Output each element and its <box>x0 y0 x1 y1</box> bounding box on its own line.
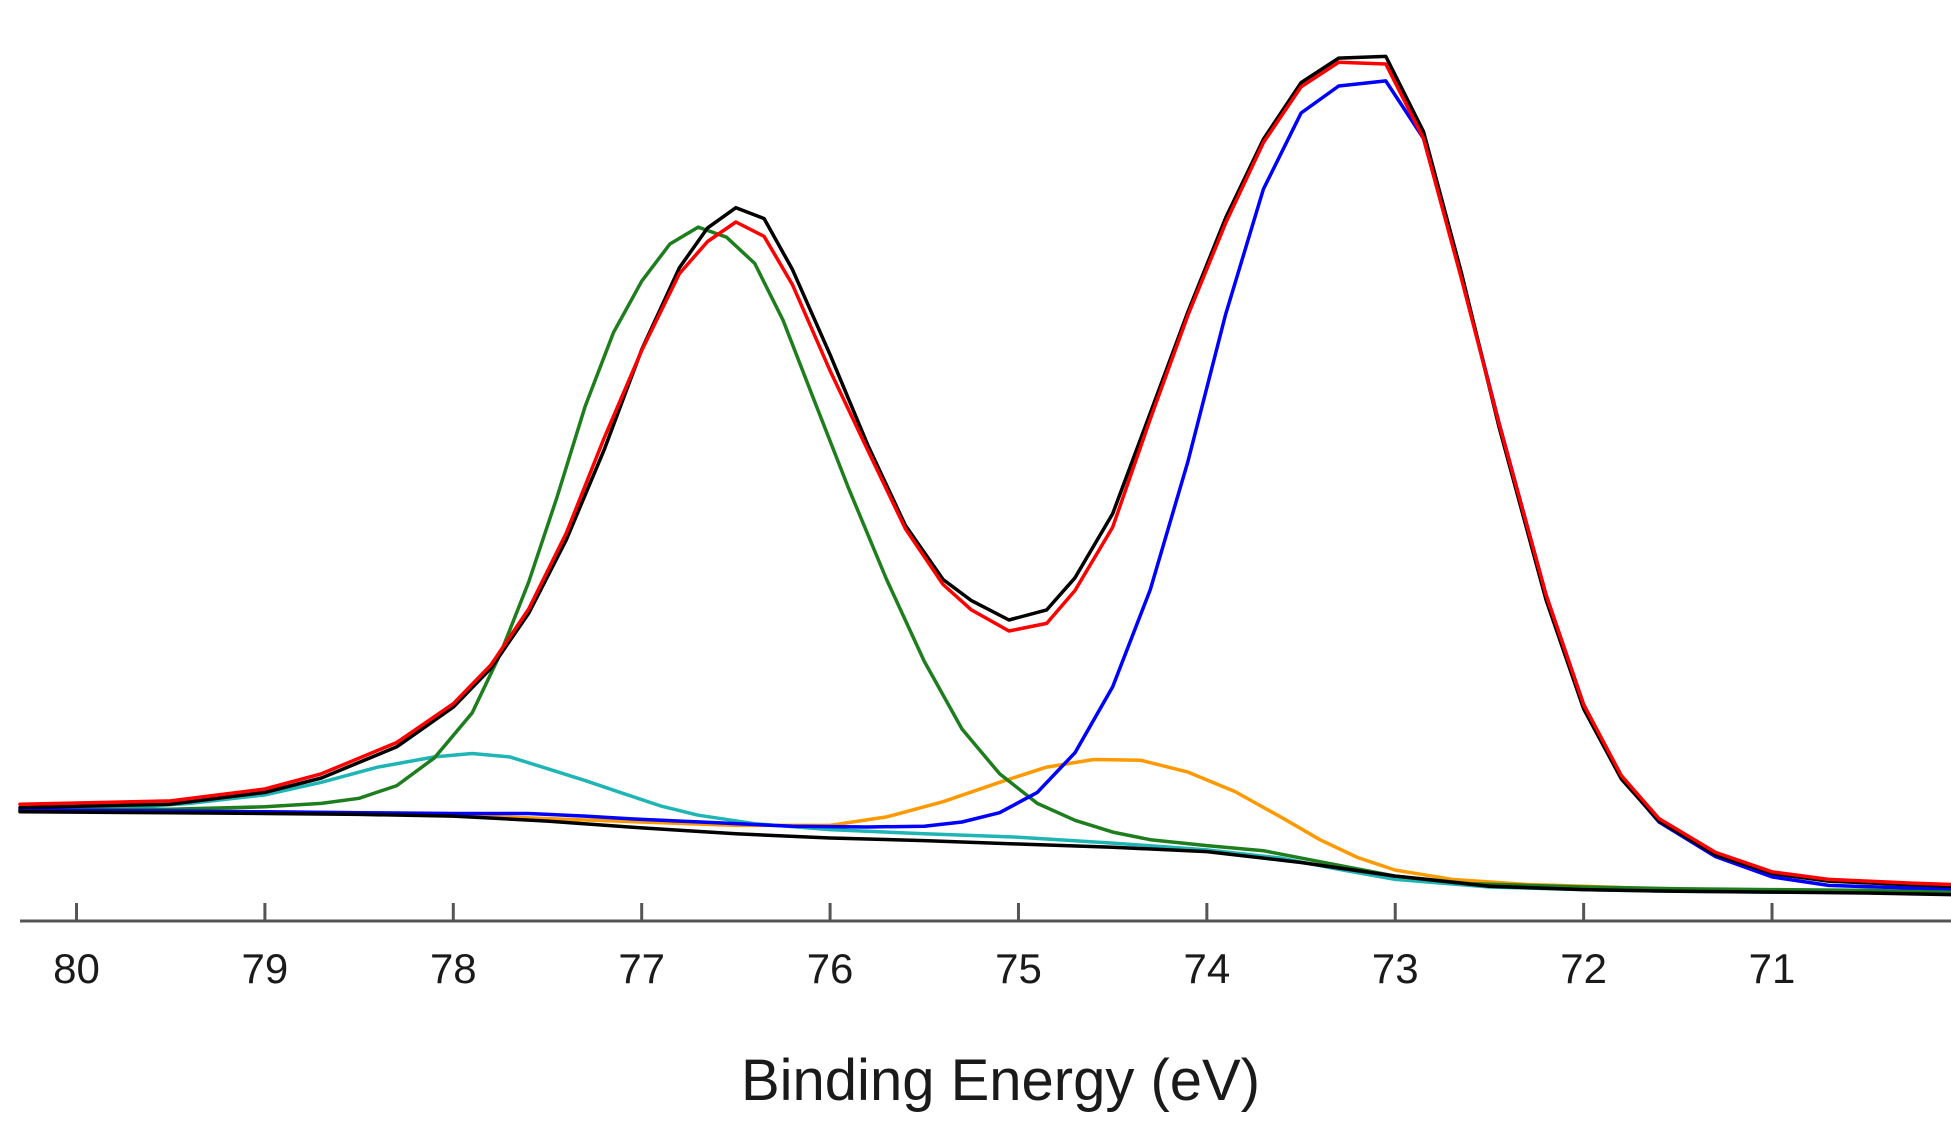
series-line-black <box>18 54 1951 888</box>
x-tick-label: 74 <box>1183 945 1230 992</box>
x-tick-label: 80 <box>53 945 100 992</box>
series-line-green <box>18 225 1951 894</box>
series-line-baseline <box>18 810 1951 897</box>
x-axis-ticks: 80 79 78 77 76 75 74 73 72 71 <box>53 903 1795 992</box>
series-line-red <box>18 60 1951 887</box>
x-tick-label: 77 <box>618 945 665 992</box>
x-tick-label: 73 <box>1372 945 1419 992</box>
x-tick-label: 79 <box>242 945 289 992</box>
x-axis-title: Binding Energy (eV) <box>741 1048 1260 1113</box>
x-tick-label: 75 <box>995 945 1042 992</box>
x-tick-label: 72 <box>1560 945 1607 992</box>
x-tick-label: 76 <box>807 945 854 992</box>
x-tick-label: 78 <box>430 945 477 992</box>
plot-area <box>18 54 1951 897</box>
x-tick-label: 71 <box>1749 945 1796 992</box>
series-line-blue <box>18 79 1951 891</box>
